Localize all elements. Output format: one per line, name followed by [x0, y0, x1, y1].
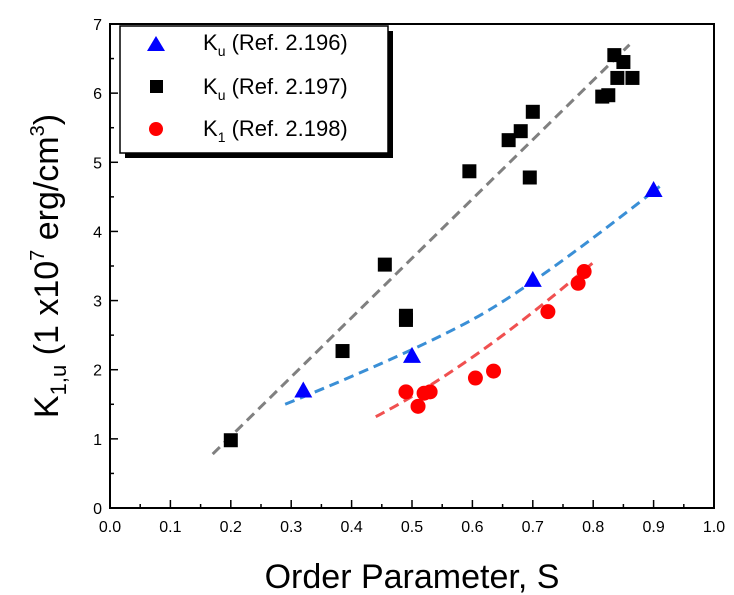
y-tick-label: 0 — [93, 501, 102, 518]
data-point-circle — [467, 370, 483, 386]
data-markers — [223, 48, 663, 448]
data-point-square — [398, 308, 413, 323]
data-point-circle — [410, 398, 426, 414]
data-point-circle — [540, 304, 556, 320]
x-axis-title: Order Parameter, S — [265, 558, 560, 595]
y-tick-label: 5 — [93, 155, 102, 172]
x-tick-label: 0.4 — [340, 519, 362, 536]
legend-box — [119, 25, 389, 154]
data-point-square — [513, 124, 528, 139]
legend-label-3: K1 (Ref. 2.198) — [203, 116, 348, 145]
data-point-square — [223, 433, 238, 448]
data-point-square — [525, 104, 540, 119]
y-axis-title-sup1: 7 — [27, 250, 49, 261]
fit-line-series-2 — [211, 43, 631, 456]
axis-ticks: 0.0 0.1 0.2 0.3 0.4 0.5 0.6 0.7 0.8 0.9 1.0 0 1 2 3 4 5 6… — [93, 17, 725, 536]
y-axis-title: K1,u (1 x107 erg/cm3) — [27, 114, 71, 418]
data-point-square — [610, 70, 625, 85]
x-tick-label: 0.9 — [642, 519, 664, 536]
fit-line-series-1 — [284, 185, 661, 406]
data-point-square — [335, 344, 350, 359]
x-tick-label: 0.8 — [582, 519, 604, 536]
data-point-square — [462, 164, 477, 179]
y-tick-label: 2 — [93, 363, 102, 380]
data-point-circle — [422, 384, 438, 400]
data-point-circle — [570, 275, 586, 291]
y-tick-label: 6 — [93, 86, 102, 103]
y-tick-label: 3 — [93, 294, 102, 311]
data-point-triangle — [523, 270, 542, 287]
legend-label-2: Ku (Ref. 2.197) — [203, 74, 348, 103]
data-point-square — [601, 88, 616, 103]
data-point-square — [616, 55, 631, 70]
y-axis-title-sub: 1,u — [46, 365, 71, 396]
x-tick-label: 0.3 — [280, 519, 302, 536]
x-tick-label: 0.0 — [99, 519, 121, 536]
x-tick-label: 0.6 — [461, 519, 483, 536]
y-tick-label: 7 — [93, 17, 102, 34]
data-point-triangle — [403, 346, 421, 363]
data-point-circle — [398, 384, 414, 400]
data-point-circle — [576, 264, 592, 280]
data-point-square — [501, 133, 516, 148]
legend-label-1: Ku (Ref. 2.196) — [203, 30, 348, 59]
x-tick-label: 0.1 — [159, 519, 181, 536]
data-point-square — [522, 170, 537, 185]
fit-line-series-3 — [375, 261, 595, 419]
y-tick-label: 1 — [93, 432, 102, 449]
legend-marker-circle — [149, 122, 163, 136]
data-point-square — [377, 257, 392, 272]
legend: Ku (Ref. 2.196) Ku (Ref. 2.197) K1 (Ref.… — [119, 25, 393, 158]
x-tick-label: 0.2 — [220, 519, 242, 536]
data-point-circle — [486, 363, 502, 379]
data-point-triangle — [644, 180, 663, 197]
legend-marker-triangle — [147, 36, 165, 51]
legend-marker-square — [150, 80, 163, 93]
y-axis-title-sup2: 3 — [27, 125, 49, 136]
x-tick-label: 1.0 — [703, 519, 725, 536]
data-point-square — [625, 70, 640, 85]
x-tick-label: 0.5 — [401, 519, 423, 536]
y-tick-label: 4 — [93, 224, 102, 241]
data-point-triangle — [294, 381, 313, 398]
x-tick-label: 0.7 — [522, 519, 544, 536]
fit-lines — [211, 43, 661, 456]
